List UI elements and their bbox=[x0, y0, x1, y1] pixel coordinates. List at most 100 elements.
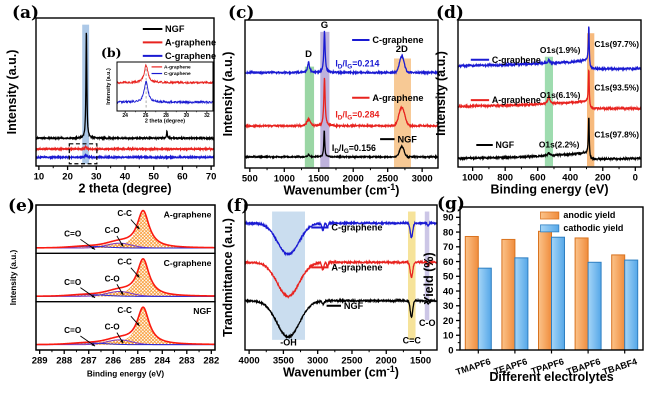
legend-label: A-graphene bbox=[372, 93, 423, 103]
trace-C-graphene bbox=[116, 80, 214, 105]
x-tick-label: 400 bbox=[562, 173, 578, 184]
arrowhead bbox=[136, 274, 140, 278]
plot-frame bbox=[244, 204, 438, 351]
trace-A-graphene bbox=[244, 259, 438, 299]
y-tick-label: 10 bbox=[443, 331, 454, 342]
y-axis-title: Trandmittance (a.u.) bbox=[221, 218, 235, 337]
annotation: C1s(97.7%) bbox=[594, 39, 639, 49]
x-tick-label: 500 bbox=[242, 174, 258, 185]
x-tick-label: 283 bbox=[179, 356, 195, 367]
legend-label: A-graphene bbox=[164, 65, 191, 71]
arrowhead bbox=[120, 243, 124, 247]
trace-A-graphene bbox=[244, 77, 439, 129]
peak-label: C=O bbox=[64, 326, 82, 335]
x-tick-label: 50 bbox=[148, 172, 159, 183]
highlight-band bbox=[304, 66, 315, 168]
y-tick-label: 90 bbox=[443, 213, 454, 224]
bar-cathodic-yield-TBAPF6 bbox=[587, 261, 602, 351]
y-axis-title: Intensity (a.u.) bbox=[434, 51, 448, 136]
arrowhead bbox=[91, 294, 96, 298]
x-tick-label: 24 bbox=[122, 113, 128, 119]
peak-label: C-C bbox=[117, 306, 132, 315]
annotation: -OH bbox=[280, 338, 297, 348]
trace-C-graphene bbox=[244, 219, 438, 257]
y-tick-label: 80 bbox=[443, 227, 454, 238]
x-tick-label: 289 bbox=[32, 356, 48, 367]
legend-label: A-graphene bbox=[492, 95, 541, 105]
trace-C-graphene bbox=[457, 26, 642, 72]
peak-label: C=O bbox=[64, 229, 82, 238]
x-tick-label: 0 bbox=[633, 173, 638, 184]
legend-label: NGF bbox=[165, 24, 185, 34]
trace-A-graphene bbox=[35, 144, 215, 153]
y-tick-label: 30 bbox=[443, 301, 454, 312]
peak-label: C-C bbox=[117, 257, 132, 266]
arrowhead bbox=[91, 343, 96, 347]
x-axis-title: 2 theta (degree) bbox=[145, 119, 185, 125]
trace-C-graphene bbox=[244, 30, 439, 76]
bar-anodic-yield-TBABF4 bbox=[611, 254, 626, 351]
peak-label: C=O bbox=[64, 278, 82, 287]
x-tick-label: 70 bbox=[206, 172, 217, 183]
sample-label: NGF bbox=[193, 306, 211, 316]
x-tick-label: 20 bbox=[62, 172, 73, 183]
fit-envelope bbox=[36, 209, 216, 249]
plot-frame bbox=[35, 17, 215, 167]
x-tick-label: 3500 bbox=[273, 356, 294, 367]
x-tick-label: 30 bbox=[184, 113, 190, 119]
annotation: C1s(97.8%) bbox=[594, 130, 639, 140]
x-tick-label: 285 bbox=[130, 356, 147, 367]
legend-label: cathodic yield bbox=[563, 223, 623, 233]
x-axis-title: Wavenumber (cm-1) bbox=[284, 182, 400, 198]
y-tick-label: 60 bbox=[443, 257, 454, 268]
panel-a-chart: 10 20 30 40 50 60 70 2 theta (degree) Intensity … bbox=[5, 17, 217, 196]
plot-frame bbox=[116, 61, 214, 112]
x-axis-title: Different electrolytes bbox=[489, 370, 613, 384]
panel-f-chart: 4000 3500 3000 2500 2000 1500 Wavenumber (cm-1… bbox=[221, 204, 438, 380]
y-tick-label: 70 bbox=[443, 242, 454, 253]
x-tick-label: 3000 bbox=[412, 174, 433, 185]
y-tick-label: 50 bbox=[443, 272, 454, 283]
y-axis-title: Intensity (a.u.) bbox=[221, 52, 235, 137]
panel-e-chart: C-C C-O C=O A-graphene C-C C-O C=O C-graphene C-… bbox=[9, 204, 219, 379]
annotation: D bbox=[305, 49, 312, 60]
annotation: C1s(93.5%) bbox=[594, 83, 639, 93]
y-axis-title: Intensity (a.u.) bbox=[5, 50, 19, 135]
x-tick-label: 287 bbox=[81, 356, 97, 367]
annotation: G bbox=[321, 20, 328, 31]
annotation: C-O bbox=[419, 318, 436, 328]
arrowhead bbox=[120, 291, 124, 295]
x-axis-title: Binding energy (eV) bbox=[490, 183, 608, 197]
legend-label: C-graphene bbox=[331, 223, 382, 233]
x-tick-label: 282 bbox=[203, 356, 219, 367]
bar-anodic-yield-TMAPF6 bbox=[464, 235, 479, 351]
trace-NGF bbox=[244, 297, 438, 340]
x-axis-title: Wavenumber (cm-1) bbox=[283, 364, 399, 380]
arrowhead bbox=[136, 225, 140, 230]
x-tick-label: 600 bbox=[530, 173, 546, 184]
x-tick-label: 1500 bbox=[410, 356, 431, 367]
x-axis-title: Binding energy (eV) bbox=[87, 370, 165, 379]
plot-frame bbox=[457, 19, 642, 168]
annotation: ID/IG=0.214 bbox=[335, 59, 379, 71]
annotation: 2D bbox=[396, 44, 408, 55]
sample-label: C-graphene bbox=[164, 258, 212, 268]
x-tick-label: 28 bbox=[163, 113, 169, 119]
legend-label: C-graphene bbox=[492, 55, 541, 65]
x-tick-label: 286 bbox=[105, 356, 121, 367]
annotation: C=C bbox=[403, 335, 422, 345]
trace-NGF bbox=[35, 32, 215, 142]
x-tick-label: 4000 bbox=[239, 356, 260, 367]
bar-anodic-yield-TBAPF6 bbox=[574, 237, 589, 351]
annotation: O1s(1.9%) bbox=[540, 45, 581, 55]
x-tick-label: 288 bbox=[56, 356, 72, 367]
legend-label: anodic yield bbox=[563, 210, 615, 220]
plot-frame bbox=[459, 206, 644, 351]
x-tick-label: 32 bbox=[204, 113, 210, 119]
bar-anodic-yield-TEAPF6 bbox=[501, 238, 516, 351]
legend-label: C-graphene bbox=[372, 35, 423, 45]
x-tick-label: 2500 bbox=[341, 356, 362, 367]
trace-C-graphene bbox=[35, 153, 215, 161]
legend-label: A-graphene bbox=[165, 38, 216, 48]
x-tick-label: 1000 bbox=[274, 174, 295, 185]
